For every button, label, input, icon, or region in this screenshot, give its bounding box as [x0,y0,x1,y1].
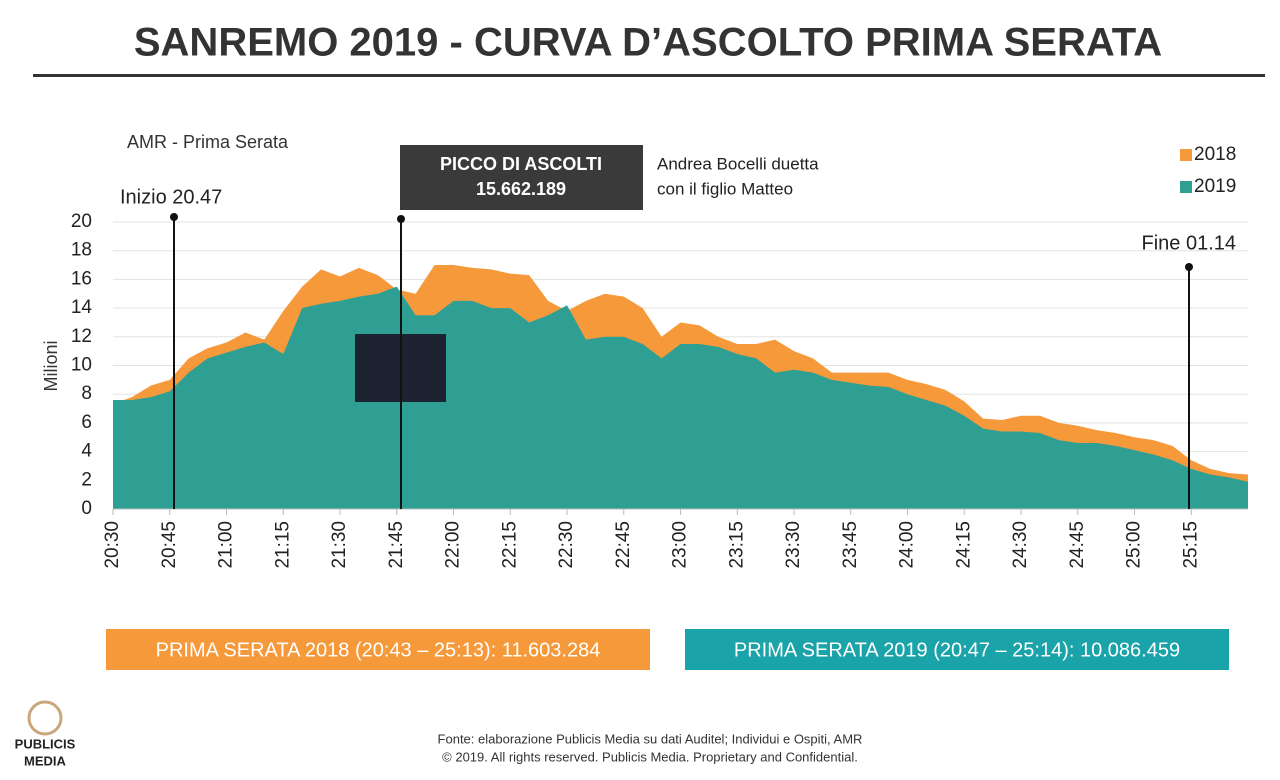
summary-box [106,629,650,670]
x-tick-label: 21:30 [329,521,350,569]
y-tick-label: 2 [81,469,92,490]
plot: 0 2 4 6 8 10 12 14 16 18 20 20:30 20:45 21:00 21:15 21:… [71,211,1248,569]
annotation: Inizio 20.47 [120,186,222,208]
logo: MEDIA [24,753,67,768]
x-tick-label: 23:15 [726,521,747,569]
logo-mark [27,700,63,736]
y-tick-label: 10 [71,355,92,376]
source: © 2019. All rights reserved. Publicis Me… [442,749,858,764]
annotation: 15.662.189 [476,179,566,199]
title-rule [33,74,1265,77]
peak-box [400,145,643,210]
x-tick-label: 25:15 [1180,521,1201,569]
y-tick-label: 6 [81,412,92,433]
marker-dot [170,213,178,221]
annotation: con il figlio Matteo [657,179,793,198]
marker-dot [397,215,405,223]
x-tick-label: 23:45 [840,521,861,569]
y-tick-label: 16 [71,268,92,289]
annotation: PICCO DI ASCOLTI [440,154,602,174]
x-tick-label: 20:45 [159,521,180,569]
y-tick-label: 20 [71,211,92,232]
y-label: Milioni [41,340,61,391]
x-tick-label: 25:00 [1124,521,1145,569]
annotation: Andrea Bocelli duetta [657,154,819,173]
y-tick-label: 14 [71,297,93,318]
x-tick-label: 22:00 [443,521,464,569]
x-tick-label: 22:30 [556,521,577,569]
x-tick-label: 21:45 [386,521,407,569]
annotation: Fine 01.14 [1141,232,1236,254]
x-tick-label: 23:00 [670,521,691,569]
x-tick-label: 22:15 [499,521,520,569]
x-tick-label: 24:00 [897,521,918,569]
legend-label: 2019 [1194,176,1236,197]
title: SANREMO 2019 - CURVA D’ASCOLTO PRIMA SER… [134,21,1162,65]
legend-label: 2018 [1194,144,1236,165]
marker-dot [1185,263,1193,271]
summary-box [685,629,1229,670]
y-tick-label: 8 [81,383,92,404]
x-tick-label: 24:45 [1067,521,1088,569]
y-tick-label: 12 [71,326,92,347]
logo: PUBLICIS [15,736,76,751]
x-tick-label: 21:15 [272,521,293,569]
y-tick-label: 4 [81,441,92,462]
legend-swatch [1180,181,1192,193]
x-tick-label: 21:00 [216,521,237,569]
source: Fonte: elaborazione Publicis Media su da… [438,731,863,746]
x-tick-label: 22:45 [613,521,634,569]
x-tick-label: 24:30 [1010,521,1031,569]
summary: PRIMA SERATA 2019 (20:47 – 25:14): 10.08… [734,639,1180,661]
legend-swatch [1180,149,1192,161]
summary: PRIMA SERATA 2018 (20:43 – 25:13): 11.60… [156,639,601,661]
x-tick-label: 24:15 [953,521,974,569]
y-tick-label: 0 [81,498,92,519]
x-tick-label: 23:30 [783,521,804,569]
subtitle: AMR - Prima Serata [127,132,289,152]
y-tick-label: 18 [71,240,92,261]
x-tick-label: 20:30 [102,521,123,569]
